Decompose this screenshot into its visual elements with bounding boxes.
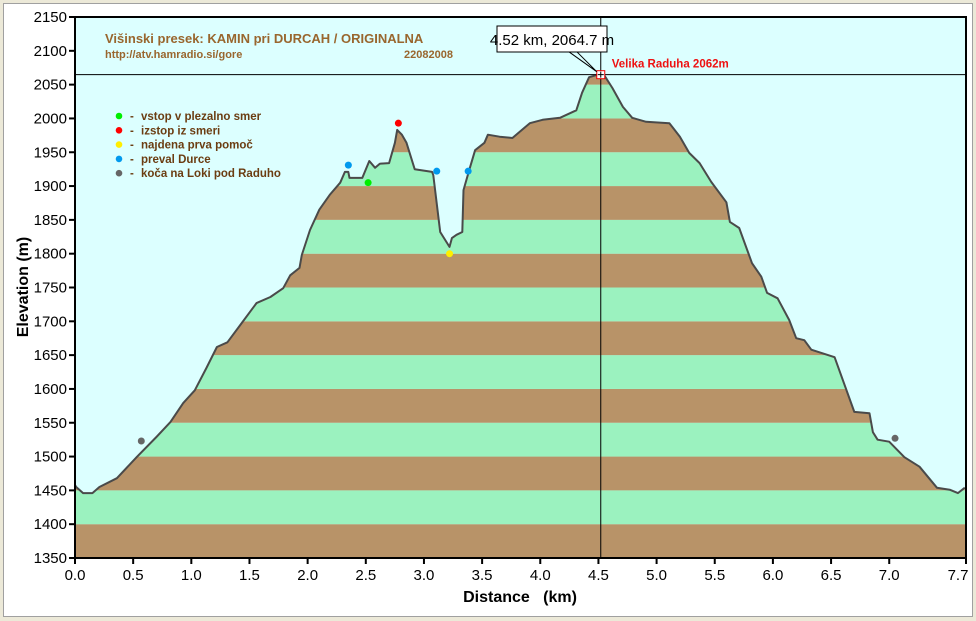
chart-title: Višinski presek: KAMIN pri DURCAH / ORIG…	[105, 31, 424, 46]
x-tick-label: 2.0	[297, 567, 318, 584]
x-tick-label: 6.5	[821, 567, 842, 584]
x-tick-label: 6.0	[762, 567, 783, 584]
x-tick-label: 4.5	[588, 567, 609, 584]
elevation-band	[75, 355, 966, 389]
legend-dash: -	[130, 154, 134, 166]
cursor-tooltip-text: 4.52 km, 2064.7 m	[490, 32, 614, 49]
legend-dash: -	[130, 125, 134, 137]
y-tick-label: 1900	[34, 178, 67, 195]
legend-item-izstop: - izstop iz smeri	[115, 125, 220, 137]
cursor-plus-icon	[597, 71, 604, 78]
legend-label: preval Durce	[141, 154, 211, 166]
legend-label: vstop v plezalno smer	[141, 111, 262, 123]
x-tick-label: 3.0	[414, 567, 435, 584]
marker-vstop	[364, 179, 372, 187]
y-tick-label: 1800	[34, 246, 67, 263]
y-tick-label: 2150	[34, 9, 67, 26]
x-tick-label: 7.0	[879, 567, 900, 584]
marker-koca	[137, 437, 145, 445]
y-tick-label: 1450	[34, 482, 67, 499]
legend: - vstop v plezalno smer-izstop iz smeri-n…	[115, 111, 281, 180]
axes: 1350 1400 1450 1500 1550 1600 1650 1700 1750 1800…	[34, 9, 969, 584]
legend-label: najdena prva pomoč	[141, 140, 253, 152]
elevation-band	[75, 422, 966, 457]
elevation-band	[75, 456, 966, 491]
legend-dash: -	[130, 111, 134, 123]
markers	[137, 119, 899, 445]
x-tick-label: 5.5	[704, 567, 725, 584]
legend-item-koca: - koča na Loki pod Raduho	[115, 168, 281, 180]
chart-subtitle-date: 22082008	[404, 49, 453, 61]
x-tick-label: 0.0	[65, 567, 86, 584]
cursor-tooltip: 4.52 km, 2064.7 m	[490, 25, 614, 53]
y-tick-label: 1850	[34, 212, 67, 229]
legend-item-preval: - preval Durce	[115, 154, 211, 166]
y-tick-label: 1750	[34, 280, 67, 297]
elevation-band	[75, 490, 966, 525]
x-tick-label: 1.5	[239, 567, 260, 584]
legend-dot-koca	[115, 169, 123, 177]
legend-dash: -	[130, 168, 134, 180]
legend-dash: -	[130, 140, 134, 152]
legend-dot-pomoc	[115, 141, 123, 148]
y-tick-label: 1700	[34, 313, 67, 330]
peak-annotation: Velika Raduha 2062m	[612, 59, 729, 71]
x-tick-label: 7.7	[948, 567, 969, 584]
marker-pomoc	[446, 250, 454, 258]
x-tick-label: 5.0	[646, 567, 667, 584]
y-tick-label: 2050	[34, 77, 67, 94]
x-tick-label: 1.0	[181, 567, 202, 584]
x-tick-label: 4.0	[530, 567, 551, 584]
legend-label: koča na Loki pod Raduho	[141, 168, 281, 180]
elevation-band	[75, 388, 966, 423]
cursor-crosshair	[75, 17, 966, 558]
legend-dot-izstop	[115, 127, 123, 134]
marker-preval	[344, 161, 352, 169]
x-tick-label: 2.5	[355, 567, 376, 584]
elevation-band	[75, 524, 966, 558]
marker-preval	[464, 167, 472, 175]
x-axis-label: Distance (km)	[463, 589, 577, 606]
legend-label: izstop iz smeri	[141, 125, 220, 137]
y-axis-label: Elevation (m)	[15, 237, 32, 337]
legend-dot-preval	[115, 155, 123, 163]
y-tick-label: 1500	[34, 449, 67, 466]
x-tick-label: 0.5	[123, 567, 144, 584]
tooltip-pointer	[568, 51, 598, 73]
legend-item-pomoc: - najdena prva pomoč	[115, 140, 253, 152]
marker-izstop	[394, 119, 402, 127]
legend-item-vstop: - vstop v plezalno smer	[115, 111, 262, 123]
chart-subtitle-url[interactable]: http://atv.hamradio.si/gore	[105, 49, 242, 61]
y-tick-label: 1400	[34, 516, 67, 533]
legend-dot-vstop	[115, 112, 123, 120]
y-tick-label: 2000	[34, 110, 67, 127]
y-tick-label: 1600	[34, 381, 67, 398]
marker-koca	[891, 434, 899, 442]
y-tick-label: 1950	[34, 144, 67, 161]
y-tick-label: 1350	[34, 550, 67, 567]
y-tick-label: 2100	[34, 43, 67, 60]
marker-preval	[433, 167, 441, 175]
y-tick-label: 1650	[34, 347, 67, 364]
y-tick-label: 1550	[34, 415, 67, 432]
x-tick-label: 3.5	[472, 567, 493, 584]
